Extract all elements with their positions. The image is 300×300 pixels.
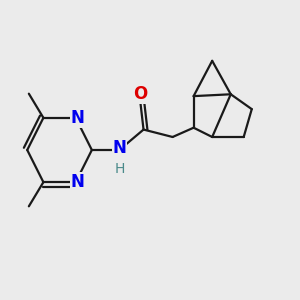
Text: N: N [112,139,126,157]
Text: N: N [70,173,84,191]
Text: N: N [70,109,84,127]
Text: H: H [115,162,125,176]
Text: O: O [133,85,147,103]
